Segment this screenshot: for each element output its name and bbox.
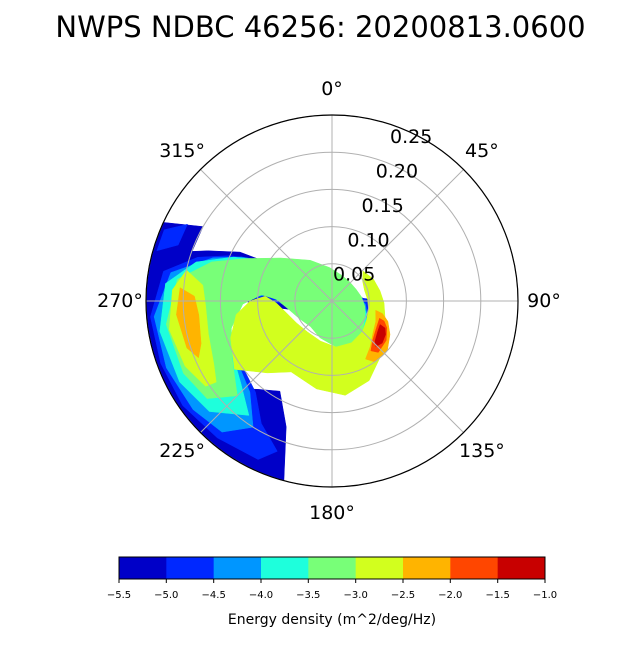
polar-outline — [145, 114, 519, 488]
angular-gridline — [200, 300, 333, 433]
radial-tick-label: 0.25 — [390, 126, 432, 148]
colorbar-swatch — [213, 557, 262, 579]
angular-gridline — [331, 169, 464, 302]
colorbar: −5.5 −5.0 −4.5 −4.0 −3.5 −3.0 −2.5 −2.0 −1.5 −1.0 — [107, 556, 557, 601]
contour-region — [165, 257, 366, 399]
colorbar-tick-label: −4.5 — [202, 590, 226, 601]
colorbar-swatch — [166, 557, 215, 579]
radial-tick-label: 0.05 — [333, 264, 375, 286]
angle-tick-label: 225° — [159, 440, 205, 462]
colorbar-swatch — [355, 557, 404, 579]
angle-tick-label: 180° — [309, 502, 355, 524]
angle-tick-label: 135° — [459, 440, 505, 462]
colorbar-tick-label: −2.5 — [391, 590, 415, 601]
angular-gridline — [331, 300, 464, 433]
contour-region — [176, 287, 202, 359]
radial-tick-label: 0.20 — [376, 161, 418, 183]
colorbar-tick-label: −4.0 — [249, 590, 273, 601]
colorbar-swatch — [497, 557, 546, 579]
colorbar-tick-label: −2.0 — [438, 590, 462, 601]
colorbar-label: Energy density (m^2/deg/Hz) — [227, 612, 437, 628]
contour-region — [374, 324, 386, 347]
colorbar-frame — [118, 556, 546, 580]
colorbar-tick-label: −5.5 — [107, 590, 131, 601]
colorbar-swatch — [261, 557, 309, 579]
radial-tick-labels: 0.05 0.10 0.15 0.20 0.25 — [333, 126, 432, 285]
polar-grid — [145, 114, 519, 488]
angle-tick-label: 45° — [465, 140, 499, 162]
colorbar-swatch — [450, 557, 499, 579]
angular-tick-labels: 0° 45° 90° 135° 180° 225° 270° 315° — [97, 78, 561, 524]
angle-tick-label: 315° — [159, 140, 205, 162]
radial-tick-label: 0.10 — [347, 229, 389, 251]
angle-tick-label: 0° — [321, 78, 343, 100]
colorbar-swatch — [308, 557, 357, 579]
radial-tick-label: 0.15 — [362, 195, 404, 217]
colorbar-tick-label: −3.0 — [344, 590, 368, 601]
angle-tick-label: 270° — [97, 290, 143, 312]
angle-tick-label: 90° — [527, 290, 561, 312]
colorbar-tick-label: −1.0 — [533, 590, 557, 601]
colorbar-swatch — [119, 557, 167, 579]
colorbar-tick-label: −5.0 — [154, 590, 178, 601]
angular-gridline — [200, 169, 333, 302]
colorbar-tick-label: −1.5 — [486, 590, 510, 601]
colorbar-tick-label: −3.5 — [296, 590, 320, 601]
chart-title: NWPS NDBC 46256: 20200813.0600 — [55, 10, 586, 44]
contour-region — [156, 223, 188, 252]
colorbar-swatch — [403, 557, 451, 579]
